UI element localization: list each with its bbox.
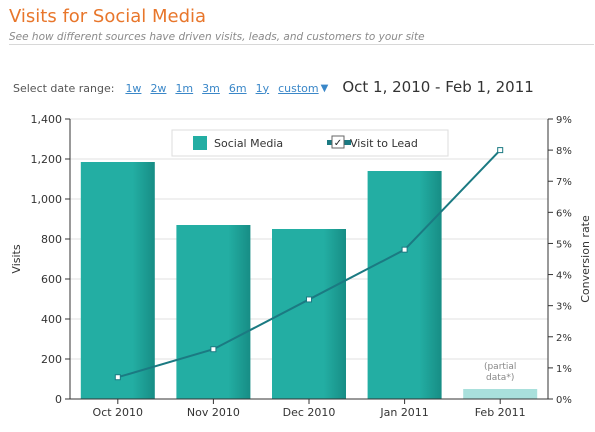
title-divider	[9, 44, 594, 45]
bar	[367, 171, 442, 399]
x-tick-label: Oct 2010	[93, 406, 144, 419]
page-title: Visits for Social Media	[9, 6, 207, 27]
line-point	[114, 374, 121, 381]
line-point	[210, 346, 217, 353]
range-link-1w[interactable]: 1w	[125, 81, 142, 95]
bar	[463, 389, 538, 399]
bar	[272, 229, 346, 399]
range-link-3m[interactable]: 3m	[202, 81, 220, 95]
range-link-6m[interactable]: 6m	[228, 81, 247, 95]
checkmark-icon: ✓	[334, 138, 342, 149]
date-range-bar: Select date range: 1w 2w 1m 3m 6m 1y cus…	[13, 78, 534, 96]
partial-data-annotation: (partial	[484, 362, 516, 372]
y-tick-label: 1,000	[31, 193, 63, 206]
x-tick-label: Jan 2011	[379, 406, 428, 419]
y-tick-label: 800	[41, 233, 62, 246]
line-point	[306, 296, 312, 303]
y-tick-label: 1,400	[31, 113, 63, 126]
y-tick-label: 0	[55, 393, 62, 406]
selected-date-range: Oct 1, 2010 - Feb 1, 2011	[342, 78, 534, 96]
partial-data-annotation: data*)	[486, 373, 514, 383]
y2-tick-label: 3%	[556, 302, 572, 313]
y2-tick-label: 7%	[556, 177, 572, 188]
range-link-custom[interactable]: custom	[278, 81, 319, 95]
y-tick-label: 1,200	[31, 153, 63, 166]
legend-label-visit-to-lead: Visit to Lead	[350, 137, 418, 150]
chevron-down-icon[interactable]: ▼	[320, 82, 329, 94]
y2-tick-label: 5%	[556, 239, 572, 250]
legend-box	[171, 129, 449, 157]
y2-tick-label: 8%	[556, 146, 572, 157]
legend-checkbox	[331, 135, 345, 149]
y-tick-label: 200	[41, 353, 62, 366]
y2-tick-label: 9%	[556, 115, 572, 126]
legend-label-social-media: Social Media	[214, 137, 283, 150]
y-tick-label: 400	[41, 313, 62, 326]
x-tick-label: Feb 2011	[475, 406, 526, 419]
y2-tick-label: 1%	[556, 364, 572, 375]
page-subtitle: See how different sources have driven vi…	[9, 31, 425, 43]
legend-swatch-bar	[193, 136, 207, 150]
y2-tick-label: 2%	[556, 333, 572, 344]
visits-chart: 0 200 400 600 800 1,000 1,200 1,400 0% 1% 2% 3% 4% 5%…	[10, 113, 592, 419]
y2-tick-label: 4%	[556, 271, 572, 282]
y-axis-label: Visits	[10, 244, 23, 273]
date-range-label: Select date range:	[13, 81, 115, 95]
bar	[176, 225, 251, 399]
y2-axis-label: Conversion rate	[579, 215, 592, 303]
x-tick-label: Nov 2010	[187, 406, 240, 419]
y-tick-label: 600	[41, 273, 62, 286]
line-point	[401, 246, 408, 253]
range-link-2w[interactable]: 2w	[150, 81, 167, 95]
y2-tick-label: 0%	[556, 395, 572, 406]
range-link-1y[interactable]: 1y	[255, 81, 270, 95]
line-point	[497, 147, 504, 154]
x-tick-label: Dec 2010	[283, 406, 336, 419]
bar	[80, 162, 155, 399]
range-link-1m[interactable]: 1m	[175, 81, 194, 95]
y2-tick-label: 6%	[556, 208, 572, 219]
